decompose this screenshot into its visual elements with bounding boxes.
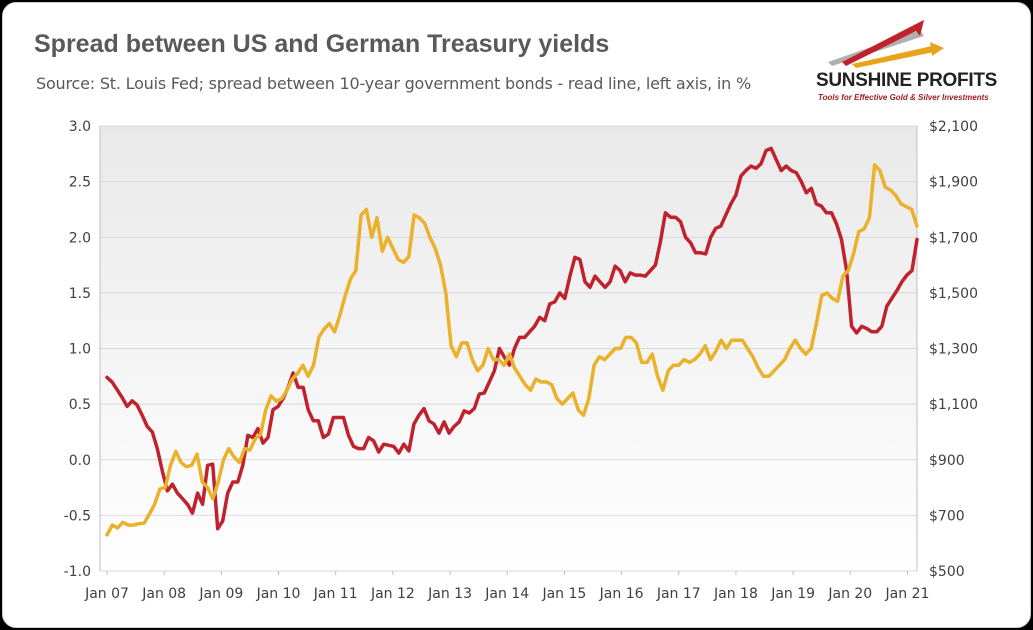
y-right-tick-label: $700	[929, 508, 965, 524]
x-tick-label: Jan 15	[541, 586, 586, 602]
chart-subtitle: Source: St. Louis Fed; spread between 10…	[36, 74, 751, 93]
x-tick-label: Jan 07	[84, 586, 129, 602]
x-tick-label: Jan 08	[141, 586, 186, 602]
gold-price-line	[105, 163, 919, 537]
x-tick-label: Jan 16	[599, 586, 644, 602]
gridlines	[100, 125, 917, 572]
y-right-tick-label: $2,100	[929, 119, 978, 135]
sunshine-profits-logo: SUNSHINE PROFITS Tools for Effective Gol…	[812, 16, 1012, 106]
y-left-tick-label: 2.0	[69, 230, 91, 246]
logo-arrows-icon	[828, 20, 944, 68]
x-tick-label: Jan 11	[313, 586, 358, 602]
y-right-tick-label: $1,100	[929, 397, 978, 413]
y-left-tick-label: -0.5	[64, 508, 91, 524]
axes: -1.0 $500 -0.5 $700 0.0 $900 0.5 $1,100 1.0 $1,30…	[64, 119, 978, 602]
x-tick-label: Jan 18	[713, 586, 758, 602]
y-left-tick-label: 0.0	[69, 453, 91, 469]
logo-tagline: Tools for Effective Gold & Silver Invest…	[818, 93, 989, 102]
series-lines	[105, 146, 919, 537]
logo-name: SUNSHINE PROFITS	[816, 70, 997, 91]
x-tick-label: Jan 19	[770, 586, 815, 602]
x-tick-label: Jan 12	[370, 586, 415, 602]
y-left-tick-label: 1.0	[69, 342, 91, 358]
y-right-tick-label: $500	[929, 564, 965, 580]
x-tick-label: Jan 13	[427, 586, 472, 602]
y-right-tick-label: $1,500	[929, 286, 978, 302]
y-right-tick-label: $1,900	[929, 175, 978, 191]
y-left-tick-label: -1.0	[64, 564, 91, 580]
y-right-tick-label: $1,700	[929, 230, 978, 246]
y-right-tick-label: $1,300	[929, 342, 978, 358]
x-tick-label: Jan 10	[256, 586, 301, 602]
x-tick-label: Jan 20	[827, 586, 872, 602]
y-left-tick-label: 0.5	[69, 397, 91, 413]
y-left-tick-label: 3.0	[69, 119, 91, 135]
x-tick-label: Jan 21	[885, 586, 930, 602]
x-tick-label: Jan 17	[656, 586, 701, 602]
y-left-tick-label: 2.5	[69, 175, 91, 191]
y-right-tick-label: $900	[929, 453, 965, 469]
chart-title: Spread between US and German Treasury yi…	[34, 30, 610, 58]
x-tick-label: Jan 09	[198, 586, 243, 602]
y-left-tick-label: 1.5	[69, 286, 91, 302]
x-tick-label: Jan 14	[484, 586, 529, 602]
